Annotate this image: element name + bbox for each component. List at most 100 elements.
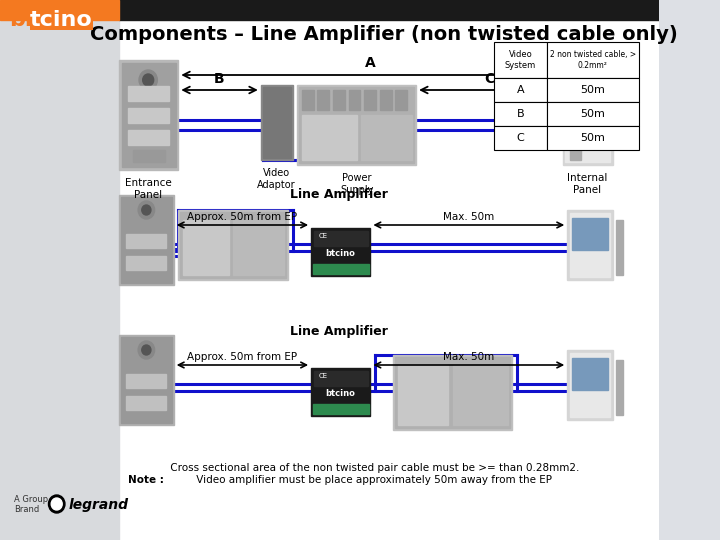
Bar	[547, 102, 639, 126]
Circle shape	[142, 345, 151, 355]
Bar	[0, 0, 119, 20]
Bar	[261, 85, 293, 160]
Circle shape	[51, 498, 62, 510]
Text: legrand: legrand	[68, 498, 129, 512]
Bar	[314, 371, 368, 386]
Bar	[128, 108, 169, 123]
Bar	[311, 228, 371, 276]
Circle shape	[139, 70, 158, 90]
Bar	[574, 98, 602, 123]
Bar	[318, 90, 329, 110]
Bar	[180, 212, 287, 278]
Text: btcino: btcino	[325, 249, 355, 259]
Text: B: B	[215, 72, 225, 86]
Bar	[313, 264, 369, 274]
Text: 2 non twisted cable, >
0.2mm²: 2 non twisted cable, > 0.2mm²	[549, 50, 636, 70]
Bar	[132, 150, 165, 162]
Bar	[119, 0, 659, 20]
Bar	[547, 126, 639, 150]
Bar	[183, 220, 229, 275]
Bar	[126, 396, 166, 410]
Circle shape	[48, 495, 65, 513]
Circle shape	[142, 205, 151, 215]
Bar	[572, 358, 608, 390]
Bar	[494, 42, 547, 78]
Circle shape	[138, 341, 155, 359]
Bar	[121, 337, 172, 423]
Text: btcino: btcino	[325, 389, 355, 399]
Bar	[379, 90, 392, 110]
Bar	[567, 210, 613, 280]
Text: 50m: 50m	[580, 85, 606, 95]
Bar	[126, 234, 166, 248]
Bar	[233, 220, 284, 275]
Text: Power
Supply: Power Supply	[340, 173, 374, 194]
Bar	[398, 365, 449, 425]
Bar	[119, 195, 174, 285]
Text: Line Amplifier: Line Amplifier	[289, 325, 387, 338]
Bar	[302, 90, 314, 110]
Text: Max. 50m: Max. 50m	[443, 352, 494, 362]
Bar	[616, 360, 623, 415]
Bar	[119, 335, 174, 425]
Text: C: C	[517, 133, 524, 143]
Text: C: C	[485, 72, 495, 86]
Bar	[263, 87, 291, 158]
Text: A: A	[517, 85, 524, 95]
Text: Video
Adaptor: Video Adaptor	[257, 168, 296, 190]
Bar	[126, 374, 166, 388]
Bar	[361, 115, 412, 160]
Text: Internal
Panel: Internal Panel	[567, 173, 608, 194]
Bar	[572, 218, 608, 250]
Bar	[0, 0, 119, 540]
Text: Note :: Note :	[128, 475, 164, 485]
Text: Max. 50m: Max. 50m	[443, 212, 494, 222]
Text: CE: CE	[318, 233, 328, 239]
Text: CE: CE	[318, 373, 328, 379]
Bar	[299, 87, 415, 163]
Bar	[570, 213, 610, 277]
Bar	[494, 78, 547, 102]
Bar	[297, 85, 416, 165]
Text: Approx. 50m from EP: Approx. 50m from EP	[187, 212, 297, 222]
Bar	[364, 90, 376, 110]
Bar	[395, 357, 510, 428]
Bar	[4, 5, 114, 13]
Text: A: A	[365, 56, 376, 70]
Bar	[562, 85, 613, 165]
Bar	[313, 404, 369, 414]
Bar	[314, 231, 368, 246]
Bar	[565, 88, 610, 162]
Bar	[570, 135, 581, 160]
Bar	[179, 210, 288, 280]
Text: tcino: tcino	[30, 10, 93, 30]
Bar	[302, 115, 356, 160]
Bar	[567, 350, 613, 420]
Text: Components – Line Amplifier (non twisted cable only): Components – Line Amplifier (non twisted…	[90, 25, 678, 44]
Bar	[547, 78, 639, 102]
Text: Line Amplifier: Line Amplifier	[289, 188, 387, 201]
Bar	[547, 42, 639, 78]
Bar	[128, 86, 169, 101]
Bar	[393, 355, 512, 430]
Bar	[119, 60, 179, 170]
Bar	[567, 92, 608, 130]
Bar	[126, 256, 166, 270]
Bar	[311, 368, 371, 416]
Text: Video
System: Video System	[505, 50, 536, 70]
Bar	[395, 90, 407, 110]
Bar	[348, 90, 361, 110]
Bar	[128, 130, 169, 145]
Text: B: B	[517, 109, 524, 119]
Text: Approx. 50m from EP: Approx. 50m from EP	[187, 352, 297, 362]
Bar	[453, 365, 508, 425]
Circle shape	[138, 201, 155, 219]
Bar	[122, 63, 176, 167]
Text: Cross sectional area of the non twisted pair cable must be >= than 0.28mm2.
    : Cross sectional area of the non twisted …	[168, 463, 580, 485]
Text: A Group
Brand: A Group Brand	[14, 495, 48, 515]
Bar	[570, 353, 610, 417]
Bar	[333, 90, 345, 110]
Circle shape	[143, 74, 153, 86]
Text: Entrance
Panel: Entrance Panel	[125, 178, 171, 200]
Text: 50m: 50m	[580, 109, 606, 119]
